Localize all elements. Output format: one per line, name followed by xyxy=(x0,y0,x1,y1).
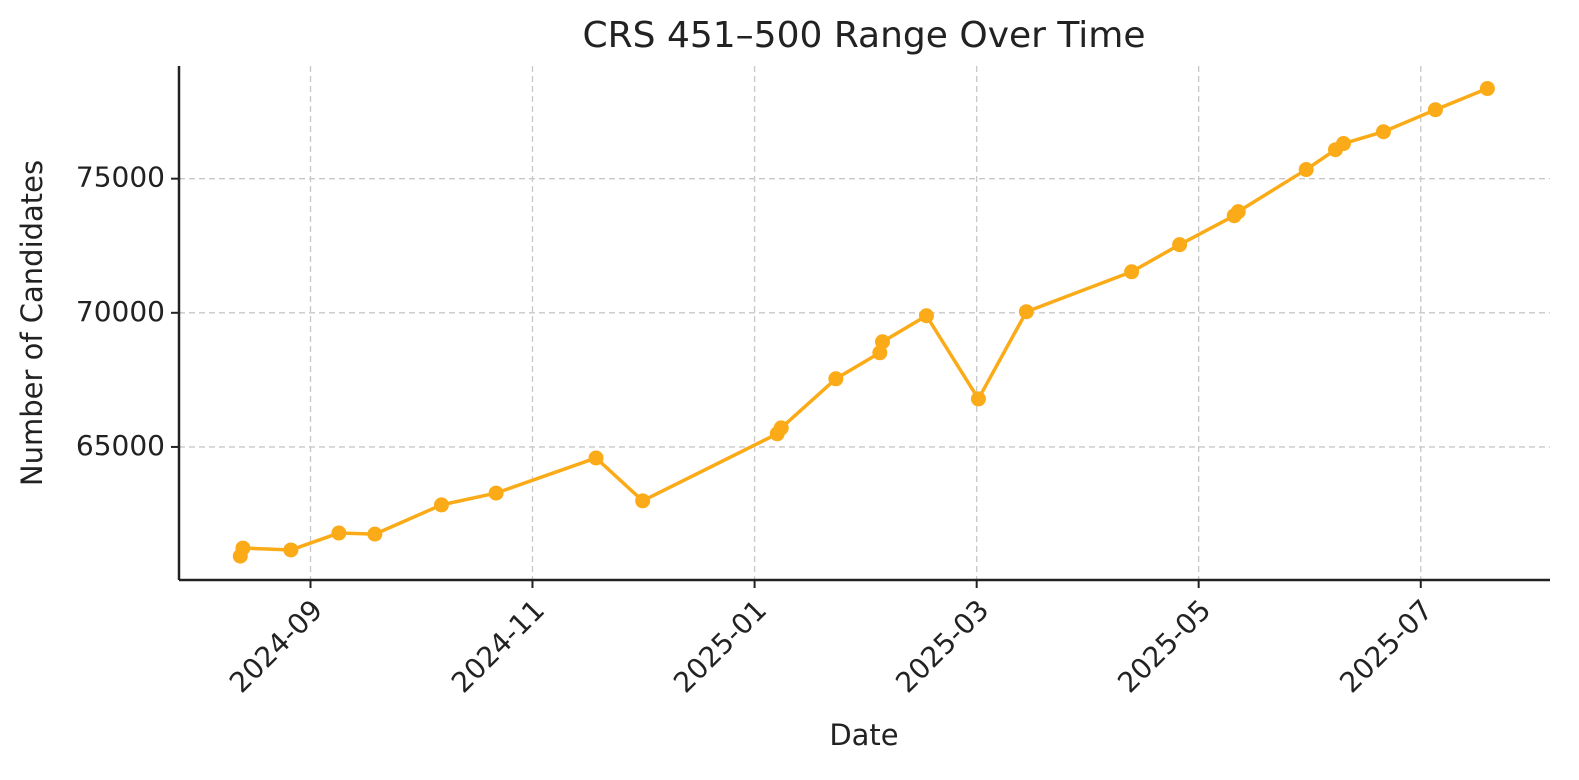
data-point xyxy=(1479,81,1495,97)
data-point xyxy=(635,493,651,509)
data-point xyxy=(1298,162,1314,178)
data-point xyxy=(283,542,299,558)
data-point xyxy=(433,497,449,513)
data-point xyxy=(1172,237,1188,253)
y-tick-label: 75000 xyxy=(76,161,165,194)
data-point xyxy=(235,540,251,556)
data-point xyxy=(1230,204,1246,220)
data-point xyxy=(828,371,844,387)
x-tick-label: 2024-09 xyxy=(223,593,329,699)
data-point xyxy=(918,308,934,324)
x-tick-label: 2025-03 xyxy=(889,593,995,699)
data-point xyxy=(1124,264,1140,280)
x-tick-label: 2025-01 xyxy=(667,593,773,699)
data-point xyxy=(367,526,383,542)
x-tick-label: 2024-11 xyxy=(445,593,551,699)
x-tick-label: 2025-07 xyxy=(1333,593,1439,699)
x-axis-label: Date xyxy=(829,718,898,752)
data-line xyxy=(238,86,1489,557)
data-point xyxy=(1375,124,1391,140)
y-axis-label: Number of Candidates xyxy=(15,160,49,486)
data-point xyxy=(488,485,504,501)
chart-title: CRS 451–500 Range Over Time xyxy=(583,15,1146,56)
data-point xyxy=(773,420,789,436)
x-tick-label: 2025-05 xyxy=(1111,593,1217,699)
data-point xyxy=(1018,304,1034,320)
data-point xyxy=(874,334,890,350)
data-point xyxy=(588,450,604,466)
data-point xyxy=(970,391,986,407)
y-tick-label: 70000 xyxy=(76,295,165,328)
data-point xyxy=(331,525,347,541)
y-tick-label: 65000 xyxy=(76,429,165,462)
data-point xyxy=(1335,136,1351,152)
data-point xyxy=(1427,102,1443,118)
